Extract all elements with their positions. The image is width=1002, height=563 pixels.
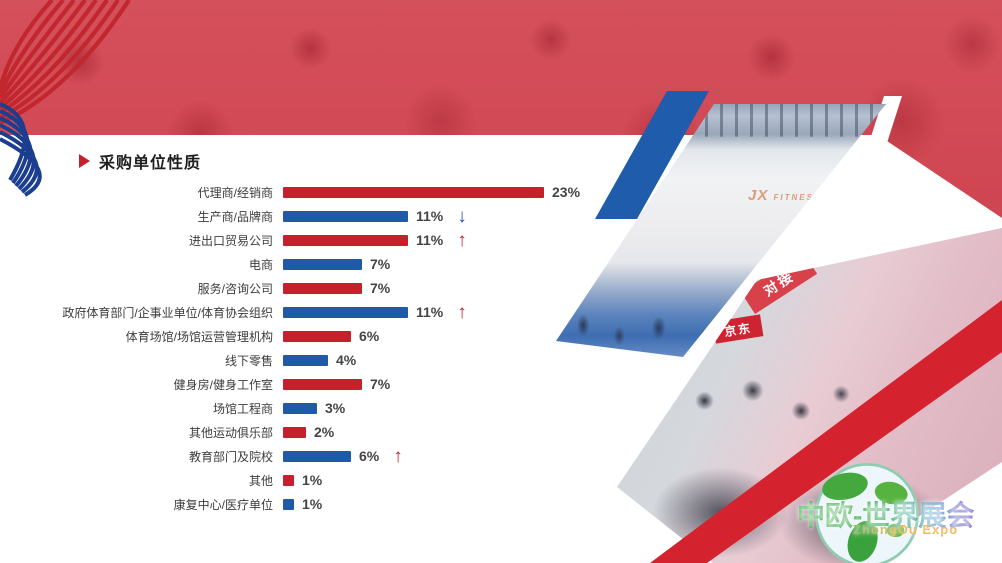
- chart-row: 线下零售 4%: [57, 348, 617, 372]
- page-title-row: 采购单位性质: [79, 149, 201, 173]
- trend-arrow-down-icon: ↓: [457, 205, 467, 227]
- chart-row: 代理商/经销商 23%: [57, 180, 617, 204]
- bar: [283, 306, 408, 318]
- category-label: 进出口贸易公司: [188, 233, 273, 248]
- chart-row: 政府体育部门/企事业单位/体育协会组织 11% ↑: [57, 300, 617, 324]
- value-label: 7%: [370, 376, 391, 392]
- value-label: 11%: [416, 208, 444, 224]
- bar: [283, 498, 294, 510]
- value-label: 1%: [302, 496, 323, 512]
- value-label: 3%: [325, 400, 346, 416]
- expo-logo-chinese: 中欧-世界展会: [797, 494, 997, 534]
- bar: [283, 330, 351, 342]
- chart-row: 健身房/健身工作室 7%: [57, 372, 617, 396]
- globe-logo-icon: [815, 463, 919, 563]
- jx-fitness-booth-logo: JX FITNESS: [748, 187, 822, 204]
- bar: [283, 378, 362, 390]
- bar: [283, 186, 544, 198]
- bar: [283, 474, 294, 486]
- bar: [283, 354, 328, 366]
- chart-row: 体育场馆/场馆运营管理机构 6%: [57, 324, 617, 348]
- chart-row: 康复中心/医疗单位 1%: [57, 492, 617, 516]
- chart-row: 其他运动俱乐部 2%: [57, 420, 617, 444]
- category-label: 线下零售: [224, 353, 273, 368]
- bar: [283, 282, 362, 294]
- bar-chart: 代理商/经销商 23% 生产商/品牌商 11% ↓ 进出口贸易公司 11% ↑ 电商 7% 服务/咨…: [57, 180, 617, 516]
- bar: [283, 210, 408, 222]
- chart-row: 其他 1%: [57, 468, 617, 492]
- category-label: 生产商/品牌商: [197, 209, 273, 224]
- chart-row: 进出口贸易公司 11% ↑: [57, 228, 617, 252]
- bar: [283, 258, 362, 270]
- value-label: 4%: [336, 352, 357, 368]
- value-label: 11%: [416, 232, 444, 248]
- value-label: 23%: [552, 184, 581, 200]
- category-label: 教育部门及院校: [188, 449, 273, 464]
- chart-row: 场馆工程商 3%: [57, 396, 617, 420]
- value-label: 6%: [359, 328, 380, 344]
- trend-arrow-up-icon: ↑: [393, 445, 403, 467]
- category-label: 其他: [248, 473, 273, 488]
- category-label: 其他运动俱乐部: [188, 425, 273, 440]
- value-label: 7%: [370, 280, 391, 296]
- category-label: 服务/咨询公司: [197, 281, 273, 296]
- bar: [283, 426, 306, 438]
- chart-row: 电商 7%: [57, 252, 617, 276]
- bar: [283, 234, 408, 246]
- value-label: 2%: [314, 424, 335, 440]
- category-label: 政府体育部门/企事业单位/体育协会组织: [62, 305, 273, 320]
- corner-ribbon-decoration: [0, 0, 131, 197]
- value-label: 6%: [359, 448, 380, 464]
- value-label: 1%: [302, 472, 323, 488]
- value-label: 11%: [416, 304, 444, 320]
- category-label: 体育场馆/场馆运营管理机构: [125, 329, 273, 344]
- category-label: 场馆工程商: [212, 401, 273, 416]
- bar: [283, 402, 317, 414]
- expo-logo-english: ZhongOu Expo: [853, 522, 959, 537]
- value-label: 7%: [370, 256, 391, 272]
- category-label: 康复中心/医疗单位: [173, 497, 273, 512]
- category-label: 健身房/健身工作室: [173, 377, 273, 392]
- bar: [283, 450, 351, 462]
- trend-arrow-up-icon: ↑: [457, 301, 467, 323]
- category-label: 代理商/经销商: [197, 185, 273, 200]
- chart-row: 生产商/品牌商 11% ↓: [57, 204, 617, 228]
- chart-row: 服务/咨询公司 7%: [57, 276, 617, 300]
- title-marker-icon: [79, 154, 90, 168]
- page-title: 采购单位性质: [99, 155, 202, 172]
- chart-row: 教育部门及院校 6% ↑: [57, 444, 617, 468]
- trend-arrow-up-icon: ↑: [457, 229, 467, 251]
- category-label: 电商: [248, 257, 273, 272]
